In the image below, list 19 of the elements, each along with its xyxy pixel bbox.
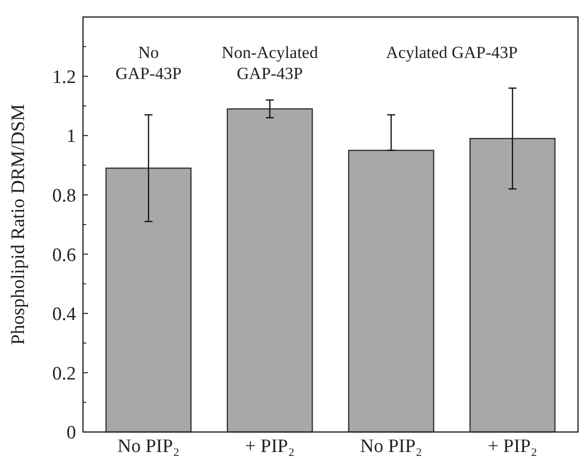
y-tick-label: 1.2 bbox=[52, 66, 76, 88]
x-tick-label: No PIP₂ bbox=[360, 436, 422, 457]
bar bbox=[226, 108, 313, 433]
bar bbox=[348, 150, 434, 433]
bar bbox=[469, 138, 556, 433]
y-tick-label: 0 bbox=[66, 422, 76, 444]
x-tick-label: + PIP₂ bbox=[245, 436, 295, 457]
y-tick-label: 0.6 bbox=[52, 244, 76, 266]
y-tick-label: 1 bbox=[66, 126, 76, 148]
y-axis-title: Phospholipid Ratio DRM/DSM bbox=[8, 104, 29, 345]
x-tick-label: + PIP₂ bbox=[488, 436, 538, 457]
annotation: No GAP-43P bbox=[115, 43, 182, 83]
y-tick-label: 0.8 bbox=[52, 186, 76, 207]
x-tick-label: No PIP₂ bbox=[117, 436, 180, 457]
y-tick-label: 0.2 bbox=[52, 363, 76, 384]
bar bbox=[105, 168, 192, 433]
annotation: Acylated GAP-43P bbox=[386, 43, 518, 62]
y-tick-label: 0.4 bbox=[52, 304, 76, 326]
annotation: Non-Acylated GAP-43P bbox=[222, 43, 318, 83]
